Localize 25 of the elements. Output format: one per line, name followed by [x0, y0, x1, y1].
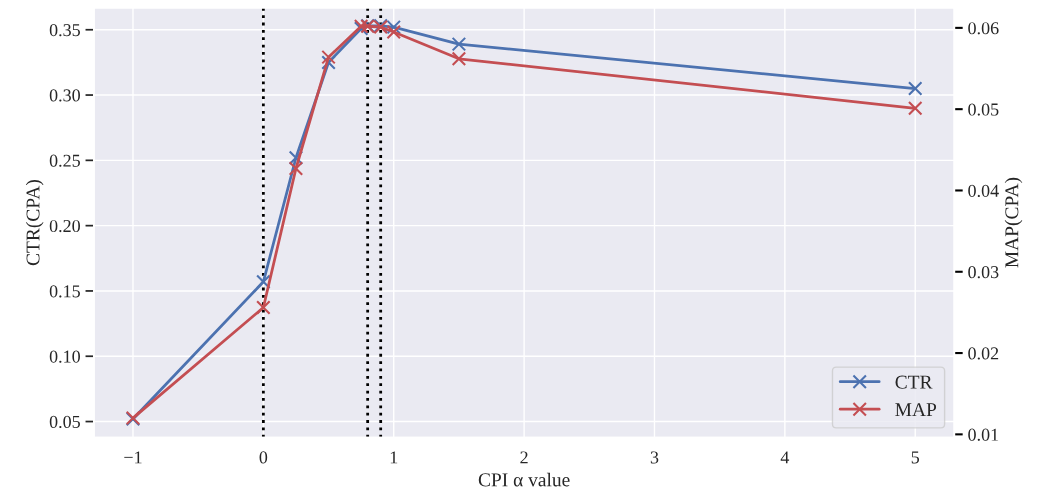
x-axis-title: CPI α value	[478, 472, 570, 487]
x-tick-label: −1	[124, 451, 142, 464]
y2-tick-label: 0.03	[968, 266, 999, 279]
y2-tick-label: 0.05	[968, 103, 999, 116]
y-axis-title: CTR(CPA)	[25, 180, 44, 266]
y-tick-label: 0.10	[49, 350, 80, 363]
x-tick-label: 1	[390, 451, 398, 464]
y-tick-label: 0.30	[49, 89, 80, 102]
y2-tick-label: 0.06	[968, 22, 999, 35]
legend-label: CTR	[895, 375, 933, 389]
y-tick-label: 0.35	[49, 24, 80, 37]
y-tick-label: 0.05	[49, 415, 80, 429]
y-tick-label: 0.15	[49, 285, 80, 298]
y-tick-label: 0.25	[49, 154, 80, 167]
x-tick-label: 4	[780, 451, 790, 464]
legend-label: MAP	[895, 403, 937, 416]
x-tick-label: 0	[259, 451, 268, 464]
x-tick-label: 3	[650, 451, 659, 464]
y2-axis-title: MAP(CPA)	[1004, 177, 1023, 268]
y-tick-label: 0.20	[49, 219, 80, 233]
y2-tick-label: 0.02	[968, 347, 999, 360]
y2-tick-label: 0.01	[968, 428, 999, 441]
x-tick-label: 5	[911, 451, 920, 464]
x-tick-label: 2	[520, 451, 528, 464]
y2-tick-label: 0.04	[968, 184, 999, 197]
